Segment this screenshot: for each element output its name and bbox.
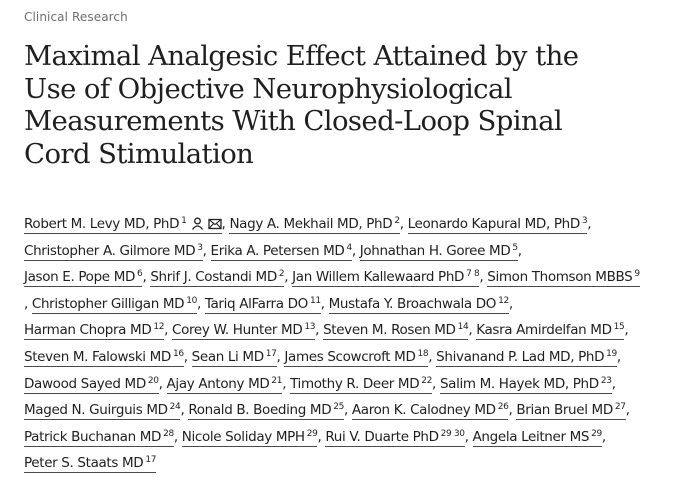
author-link[interactable]: Sean Li MD 17 (191, 348, 277, 367)
affiliation-ref[interactable]: 4 (346, 242, 352, 253)
affiliation-ref[interactable]: 17 (145, 455, 157, 466)
author-link[interactable]: Robert M. Levy MD, PhD 1 (24, 216, 222, 234)
affiliation-ref[interactable]: 29 30 (440, 428, 465, 439)
affiliation-ref[interactable]: 14 (457, 322, 469, 333)
author-link[interactable]: Simon Thomson MBBS 9 (487, 269, 640, 288)
author-link[interactable]: Erika A. Petersen MD 4 (210, 242, 352, 261)
author-link[interactable]: Aaron K. Calodney MD 26 (351, 402, 509, 421)
author-link[interactable]: Ajay Antony MD 21 (166, 375, 283, 394)
author-link[interactable]: Nicole Soliday MPH 29 (181, 428, 318, 447)
affiliation-ref[interactable]: 16 (172, 348, 184, 359)
article-title: Maximal Analgesic Effect Attained by the… (24, 40, 684, 170)
author-link[interactable]: Salim M. Hayek MD, PhD 23 (439, 375, 612, 394)
author-link[interactable]: Patrick Buchanan MD 28 (24, 428, 174, 447)
affiliation-ref[interactable]: 29 (591, 428, 602, 439)
affiliation-ref[interactable]: 9 (634, 269, 640, 280)
person-icon[interactable] (191, 214, 204, 239)
affiliation-ref[interactable]: 26 (497, 402, 509, 413)
author-link[interactable]: Brian Bruel MD 27 (516, 402, 626, 421)
author-link[interactable]: Shrif J. Costandi MD 2 (150, 269, 285, 288)
author-link[interactable]: Jason E. Pope MD 6 (24, 269, 143, 288)
affiliation-ref[interactable]: 3 (197, 242, 203, 253)
affiliation-ref[interactable]: 24 (169, 402, 181, 413)
author-link[interactable]: Rui V. Duarte PhD 29 30 (325, 428, 465, 447)
author-link[interactable]: Ronald B. Boeding MD 25 (188, 402, 345, 421)
affiliation-ref[interactable]: 21 (271, 375, 283, 386)
author-list: Robert M. Levy MD, PhD 1, Nagy A. Mekhail… (24, 216, 640, 474)
author-link[interactable]: Jan Willem Kallewaard PhD 7 8 (292, 269, 480, 288)
affiliation-ref[interactable]: 22 (421, 375, 433, 386)
affiliation-ref[interactable]: 13 (304, 322, 316, 333)
affiliation-ref[interactable]: 1 (181, 216, 187, 226)
affiliation-ref[interactable]: 27 (614, 402, 626, 413)
affiliation-ref[interactable]: 7 8 (466, 269, 480, 280)
author-link[interactable]: Shivanand P. Lad MD, PhD 19 (436, 348, 617, 367)
affiliation-ref[interactable]: 10 (186, 295, 197, 306)
author-link[interactable]: Timothy R. Deer MD 22 (290, 375, 433, 394)
author-link[interactable]: Peter S. Staats MD 17 (24, 455, 157, 474)
author-link[interactable]: Steven M. Falowski MD 16 (24, 348, 184, 367)
affiliation-ref[interactable]: 17 (265, 348, 277, 359)
affiliation-ref[interactable]: 2 (278, 269, 285, 280)
author-link[interactable]: Maged N. Guirguis MD 24 (24, 402, 181, 421)
author-link[interactable]: Dawood Sayed MD 20 (24, 375, 159, 394)
author-link[interactable]: Mustafa Y. Broachwala DO 12 (328, 295, 509, 314)
affiliation-ref[interactable]: 12 (498, 295, 509, 306)
title-line: Maximal Analgesic Effect Attained by the (24, 40, 579, 72)
author-link[interactable]: Christopher Gilligan MD 10 (31, 295, 197, 314)
author-link[interactable]: Nagy A. Mekhail MD, PhD 2 (229, 216, 400, 234)
affiliation-ref[interactable]: 6 (137, 269, 143, 280)
author-link[interactable]: Angela Leitner MS 29 (472, 428, 602, 447)
article-category: Clinical Research (24, 10, 128, 24)
author-link[interactable]: Christopher A. Gilmore MD 3 (24, 242, 203, 261)
title-line: Measurements With Closed-Loop Spinal (24, 105, 563, 137)
author-link[interactable]: Corey W. Hunter MD 13 (172, 322, 316, 341)
author-link[interactable]: Tariq AlFarra DO 11 (204, 295, 321, 314)
author-link[interactable]: Kasra Amirdelfan MD 15 (476, 322, 625, 341)
affiliation-ref[interactable]: 29 (306, 428, 318, 439)
affiliation-ref[interactable]: 3 (581, 216, 588, 226)
affiliation-ref[interactable]: 25 (333, 402, 345, 413)
affiliation-ref[interactable]: 5 (512, 242, 518, 253)
title-line: Use of Objective Neurophysiological (24, 72, 513, 105)
affiliation-ref[interactable]: 15 (613, 322, 625, 333)
affiliation-ref[interactable]: 2 (394, 216, 400, 226)
affiliation-ref[interactable]: 12 (153, 322, 165, 333)
author-link[interactable]: James Scowcroft MD 18 (284, 348, 429, 367)
author-link[interactable]: Harman Chopra MD 12 (24, 322, 165, 341)
author-link[interactable]: Leonardo Kapural MD, PhD 3 (407, 216, 588, 234)
affiliation-ref[interactable]: 19 (606, 348, 617, 359)
affiliation-ref[interactable]: 20 (147, 375, 159, 386)
affiliation-ref[interactable]: 18 (417, 348, 429, 359)
affiliation-ref[interactable]: 23 (600, 375, 612, 386)
affiliation-ref[interactable]: 28 (163, 428, 174, 439)
affiliation-ref[interactable]: 11 (309, 295, 321, 306)
author-link[interactable]: Johnathan H. Goree MD 5 (359, 242, 518, 261)
title-line: Cord Stimulation (24, 137, 254, 170)
author-link[interactable]: Steven M. Rosen MD 14 (323, 322, 469, 341)
envelope-icon[interactable] (207, 214, 222, 239)
